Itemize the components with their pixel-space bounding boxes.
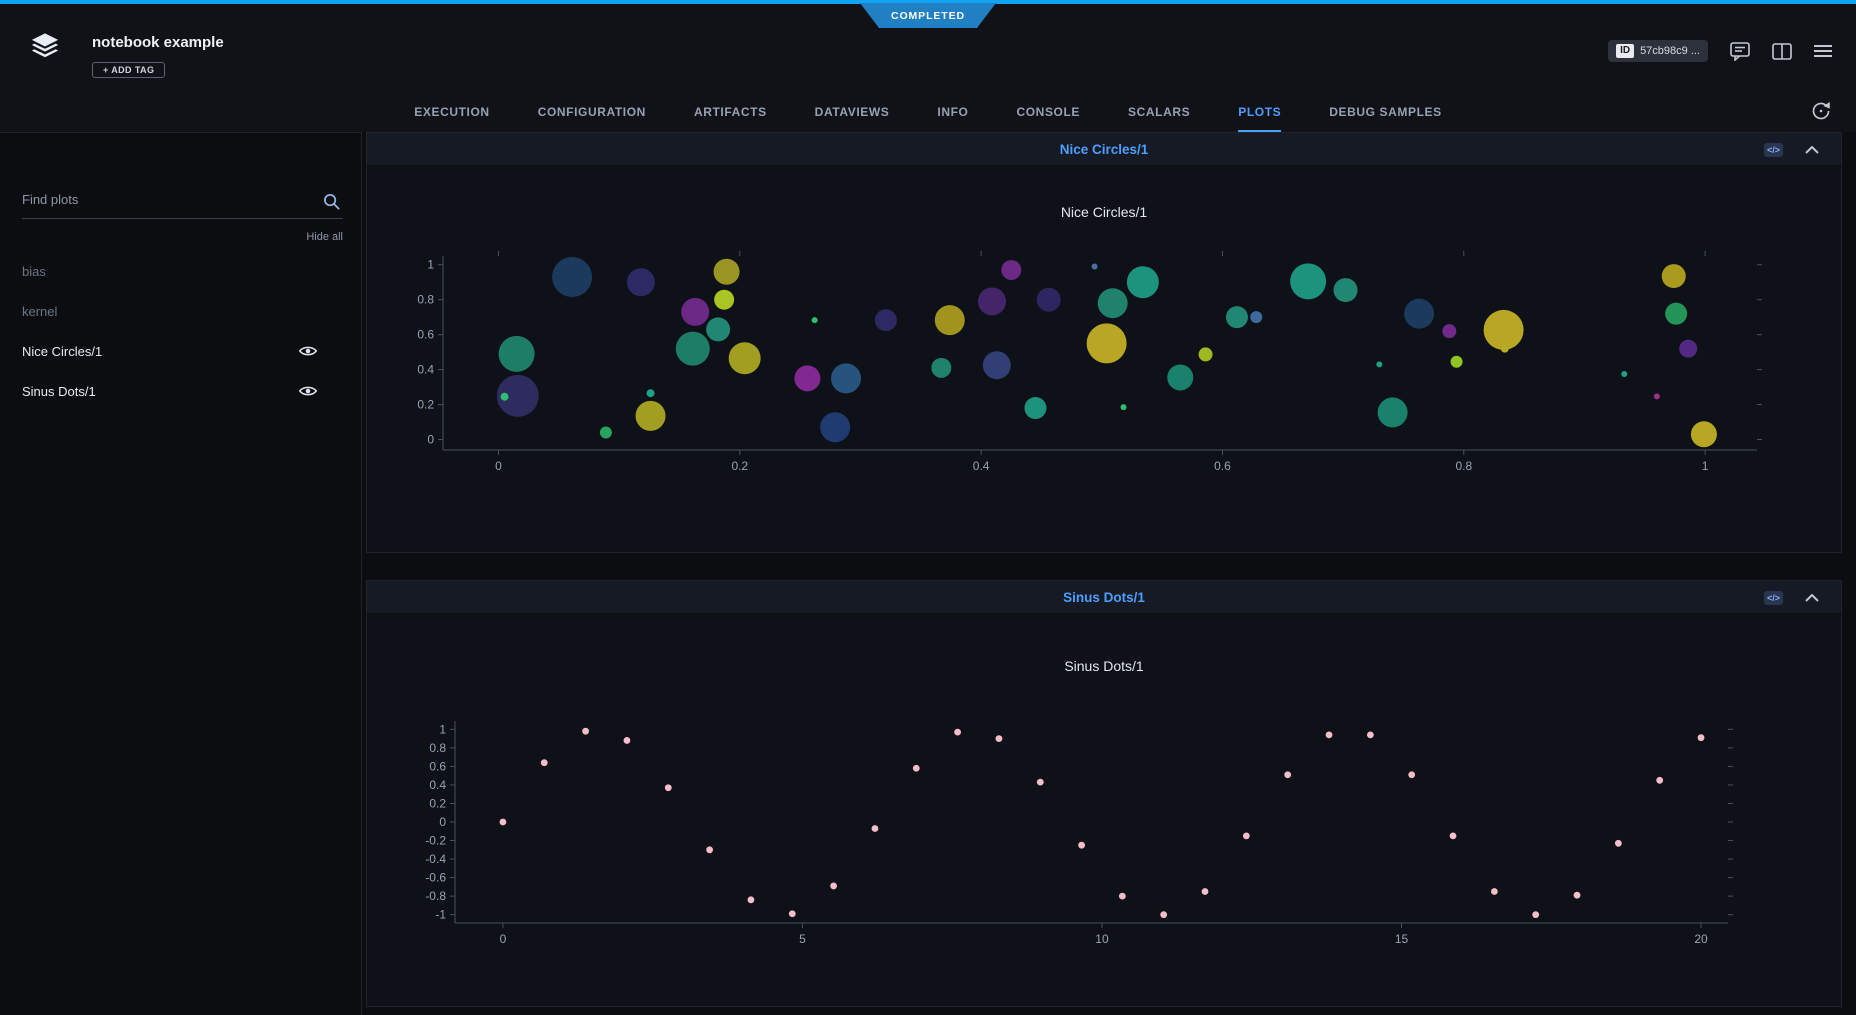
eye-icon[interactable] xyxy=(298,385,318,400)
svg-text:1: 1 xyxy=(1702,459,1709,473)
tab-execution[interactable]: EXECUTION xyxy=(414,105,490,119)
svg-text:0.6: 0.6 xyxy=(417,328,434,342)
plot-card-sinus-dots: Sinus Dots/1 </> Sinus Dots/1 0 5 10 15 20 -1… xyxy=(366,580,1842,1007)
svg-text:-1: -1 xyxy=(435,908,446,922)
svg-text:1: 1 xyxy=(439,722,446,736)
tab-artifacts[interactable]: ARTIFACTS xyxy=(693,105,767,119)
svg-text:10: 10 xyxy=(1095,932,1109,946)
id-value: 57cb98c9 ... xyxy=(1640,45,1700,57)
auto-refresh-icon[interactable] xyxy=(1810,100,1832,127)
svg-text:-0.8: -0.8 xyxy=(425,889,446,903)
svg-text:0.4: 0.4 xyxy=(429,778,446,792)
plots-sidebar: Hide all bias kernel Nice Circles/1 xyxy=(0,132,362,1015)
clearml-logo xyxy=(30,32,60,64)
tab-bar: EXECUTION CONFIGURATION ARTIFACTS DATAVI… xyxy=(0,92,1856,132)
collapse-chevron-up-icon[interactable] xyxy=(1805,145,1819,154)
plot-item-label: bias xyxy=(22,263,46,279)
svg-text:0.6: 0.6 xyxy=(429,759,446,773)
chart-title: Nice Circles/1 xyxy=(1060,204,1148,220)
tab-configuration[interactable]: CONFIGURATION xyxy=(537,105,646,119)
plot-card-title: Nice Circles/1 xyxy=(1059,141,1149,157)
status-line xyxy=(0,0,1856,4)
collapse-chevron-up-icon[interactable] xyxy=(1805,593,1819,602)
svg-text:0.8: 0.8 xyxy=(1455,459,1472,473)
svg-text:0.6: 0.6 xyxy=(1214,459,1231,473)
svg-text:0.2: 0.2 xyxy=(429,796,446,810)
panel-toggle-icon[interactable] xyxy=(1772,42,1792,60)
plot-card-title: Sinus Dots/1 xyxy=(1063,589,1145,605)
svg-text:0: 0 xyxy=(439,815,446,829)
header-actions: ID 57cb98c9 ... xyxy=(1608,40,1832,62)
plot-item-label: Sinus Dots/1 xyxy=(22,383,96,399)
svg-text:0.2: 0.2 xyxy=(731,459,748,473)
tab-console[interactable]: CONSOLE xyxy=(1016,105,1081,119)
svg-text:1: 1 xyxy=(427,258,434,272)
view-code-icon[interactable]: </> xyxy=(1763,142,1783,157)
title-block: notebook example + ADD TAG xyxy=(92,34,224,78)
svg-text:-0.6: -0.6 xyxy=(425,871,446,885)
svg-text:0.4: 0.4 xyxy=(417,363,434,377)
svg-text:0.2: 0.2 xyxy=(417,398,434,412)
svg-text:0.8: 0.8 xyxy=(429,741,446,755)
plot-card-header: Sinus Dots/1 </> xyxy=(367,581,1841,614)
status-badge: COMPLETED xyxy=(860,3,996,28)
scatter-chart[interactable]: 0 5 10 15 20 -1 -0.8 -0.6 -0.4 -0.2 0 0.2 0.4 0.6 0.8 1 xyxy=(367,706,1842,950)
svg-text:20: 20 xyxy=(1694,932,1708,946)
search-input[interactable] xyxy=(22,192,302,207)
svg-text:-0.4: -0.4 xyxy=(425,852,446,866)
tab-info[interactable]: INFO xyxy=(937,105,969,119)
svg-text:0: 0 xyxy=(427,433,434,447)
plot-card-nice-circles: Nice Circles/1 </> Nice Circles/1 0 0.2 0.… xyxy=(366,132,1842,553)
svg-text:0.4: 0.4 xyxy=(973,459,990,473)
plot-item-label: Nice Circles/1 xyxy=(22,343,103,359)
eye-icon[interactable] xyxy=(298,345,318,360)
id-badge: ID xyxy=(1616,44,1635,58)
tab-debug-samples[interactable]: DEBUG SAMPLES xyxy=(1329,105,1442,119)
tab-dataviews[interactable]: DATAVIEWS xyxy=(814,105,890,119)
plot-item-bias[interactable]: bias xyxy=(22,251,343,291)
menu-icon[interactable] xyxy=(1814,44,1832,58)
experiment-title: notebook example xyxy=(92,34,224,51)
experiment-id-chip[interactable]: ID 57cb98c9 ... xyxy=(1608,40,1708,62)
main-area: Hide all bias kernel Nice Circles/1 xyxy=(0,132,1856,1015)
comment-icon[interactable] xyxy=(1730,41,1750,61)
search-row xyxy=(22,191,343,219)
tab-scalars[interactable]: SCALARS xyxy=(1128,105,1191,119)
plot-card-header: Nice Circles/1 </> xyxy=(367,133,1841,166)
view-code-icon[interactable]: </> xyxy=(1763,590,1783,605)
svg-text:0.8: 0.8 xyxy=(417,293,434,307)
bubble-chart[interactable]: 0 0.2 0.4 0.6 0.8 1 0 0.2 0.4 0.6 0.8 1 xyxy=(367,248,1842,476)
plot-card-actions: </> xyxy=(1763,133,1819,166)
plot-item-sinus-dots[interactable]: Sinus Dots/1 xyxy=(22,371,343,411)
svg-text:-0.2: -0.2 xyxy=(425,834,446,848)
hide-all-button[interactable]: Hide all xyxy=(306,231,343,243)
svg-text:15: 15 xyxy=(1395,932,1409,946)
chart-title: Sinus Dots/1 xyxy=(1064,658,1144,674)
svg-text:0: 0 xyxy=(495,459,502,473)
plot-card-actions: </> xyxy=(1763,581,1819,614)
plot-item-kernel[interactable]: kernel xyxy=(22,291,343,331)
search-icon[interactable] xyxy=(322,192,341,216)
plot-item-label: kernel xyxy=(22,303,58,319)
svg-text:5: 5 xyxy=(799,932,806,946)
svg-text:0: 0 xyxy=(500,932,507,946)
plot-item-nice-circles[interactable]: Nice Circles/1 xyxy=(22,331,343,371)
plot-list: bias kernel Nice Circles/1 Sinus Dots/ xyxy=(22,251,343,411)
add-tag-button[interactable]: + ADD TAG xyxy=(92,62,166,78)
tab-plots[interactable]: PLOTS xyxy=(1238,92,1282,132)
plots-content: Nice Circles/1 </> Nice Circles/1 0 0.2 0.… xyxy=(362,132,1856,1015)
